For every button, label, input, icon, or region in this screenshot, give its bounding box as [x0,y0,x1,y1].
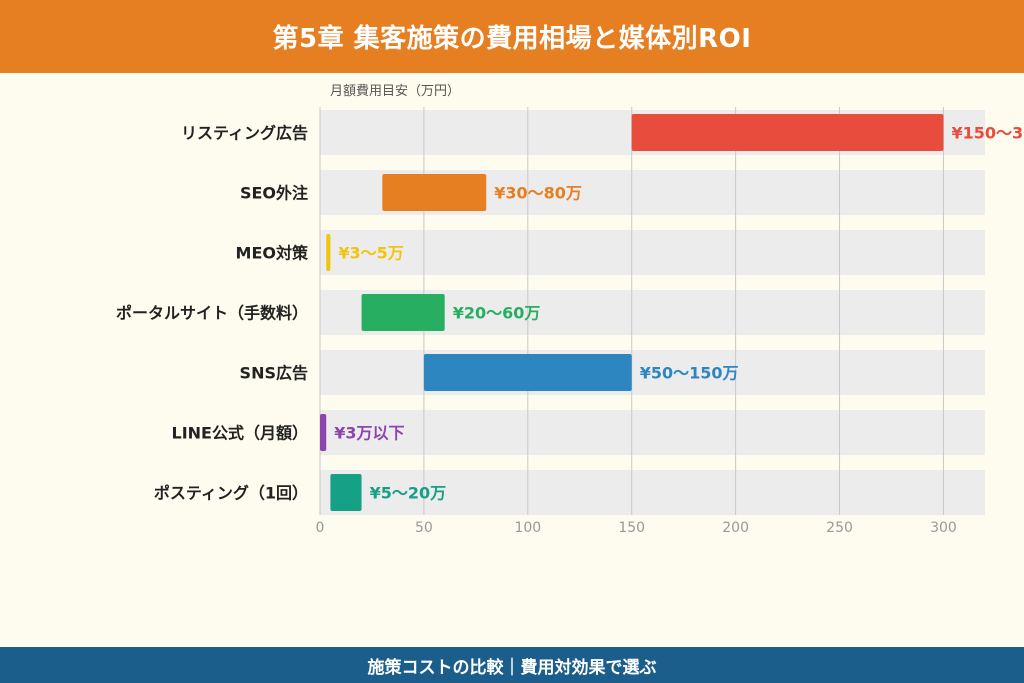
category-label: ポスティング（1回） [154,484,308,503]
row-track [320,230,985,275]
category-label: リスティング広告 [181,124,308,143]
page-title: 第5章 集客施策の費用相場と媒体別ROI [0,0,1024,73]
range-bar [423,354,632,391]
x-tick-label: 200 [722,520,749,536]
category-label: MEO対策 [236,244,309,263]
range-bar [361,294,445,331]
data-label: ¥150〜300万 [951,124,1024,143]
x-tick-label: 50 [415,520,433,536]
category-label: SEO外注 [240,184,308,203]
range-bar [326,234,331,271]
row-track [320,410,985,455]
category-label: LINE公式（月額） [172,424,308,443]
data-label: ¥5〜20万 [370,484,447,503]
range-bar [382,174,487,211]
footer-caption: 施策コストの比較｜費用対効果で選ぶ [0,647,1024,683]
data-label: ¥20〜60万 [453,304,541,323]
data-label: ¥30〜80万 [494,184,582,203]
range-bar [320,414,327,451]
range-bar [330,474,362,511]
x-tick-label: 250 [826,520,853,536]
x-tick-label: 300 [930,520,957,536]
row-track [320,470,985,515]
x-tick-label: 100 [514,520,541,536]
range-bar [631,114,944,151]
data-label: ¥3〜5万 [338,244,403,263]
category-label: ポータルサイト（手数料） [116,304,308,323]
cost-range-chart: 月額費用目安（万円） ¥150〜300万 ¥30〜80万 ¥3〜5万 ¥20〜60万 ¥… [116,84,1024,536]
x-tick-label: 150 [618,520,645,536]
x-tick-label: 0 [316,520,325,536]
data-label: ¥3万以下 [334,424,404,443]
category-label: SNS広告 [240,364,308,383]
x-axis-title: 月額費用目安（万円） [330,84,460,99]
data-label: ¥50〜150万 [640,364,739,383]
